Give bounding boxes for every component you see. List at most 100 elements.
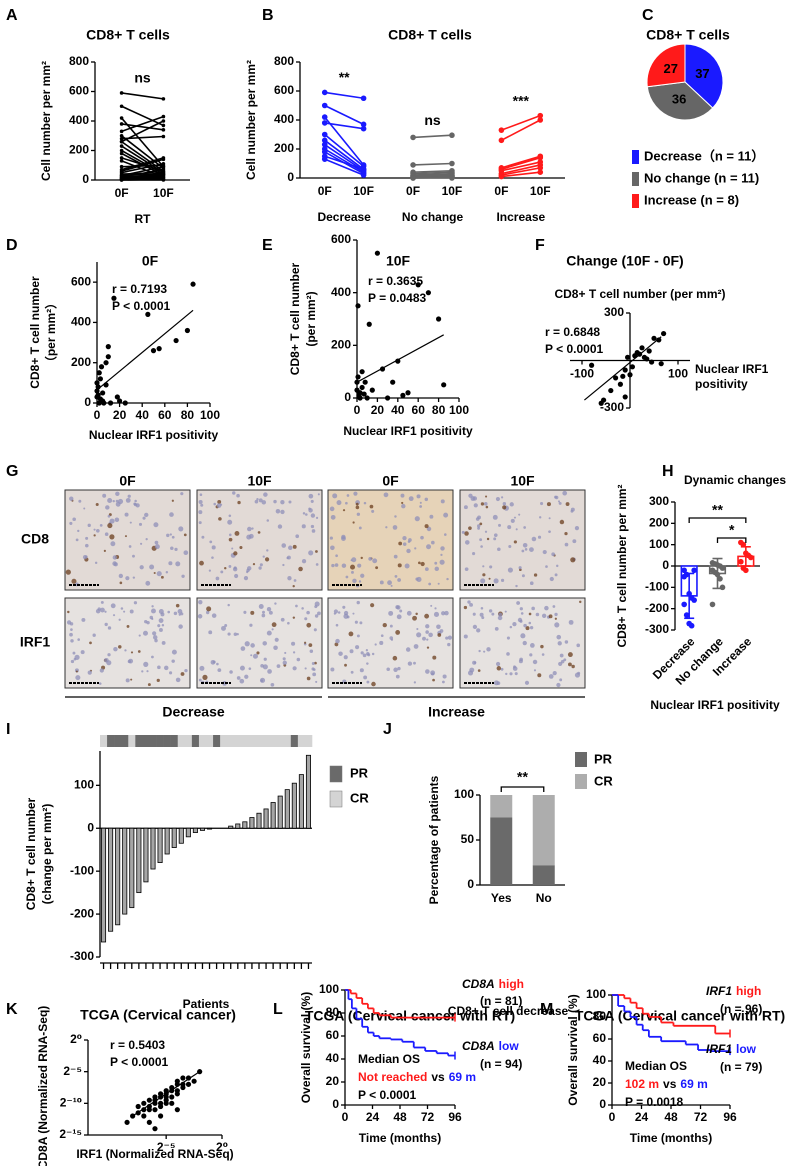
- cell-nucleus: [392, 525, 398, 530]
- cell-nucleus: [558, 661, 563, 666]
- cell-nucleus: [382, 622, 387, 628]
- x-tick-label: 10F: [442, 184, 463, 198]
- cell-nucleus: [302, 512, 306, 515]
- y-tick-label: 0: [467, 877, 474, 891]
- cell-nucleus: [280, 617, 285, 622]
- group-name: high: [499, 977, 524, 991]
- cell-nucleus: [564, 532, 568, 536]
- r-value: r = 0.3635: [368, 274, 423, 288]
- cell-nucleus: [528, 621, 532, 625]
- cell-nucleus: [199, 665, 205, 671]
- point: [119, 136, 124, 141]
- chart-title: TCGA (Cervical cancer): [80, 1007, 236, 1023]
- cell-nucleus: [357, 563, 362, 568]
- cell-nucleus: [394, 515, 397, 518]
- response-cell: [163, 735, 171, 747]
- cell-nucleus: [479, 538, 483, 542]
- pair-line: [121, 157, 164, 171]
- point: [498, 173, 505, 180]
- cell-nucleus: [206, 606, 212, 612]
- cell-nucleus: [531, 536, 537, 542]
- y-tick-label: 400: [71, 315, 91, 329]
- cell-nucleus: [416, 494, 421, 499]
- cell-nucleus: [271, 628, 274, 631]
- cell-nucleus: [480, 578, 486, 584]
- cell-nucleus: [329, 536, 333, 540]
- cell-nucleus: [544, 605, 549, 611]
- cell-nucleus: [495, 496, 501, 502]
- point: [361, 391, 367, 397]
- cell-nucleus: [119, 581, 123, 585]
- point: [691, 597, 697, 603]
- cell-nucleus: [266, 549, 269, 552]
- point: [681, 573, 687, 580]
- cell-nucleus: [552, 670, 557, 676]
- cell-nucleus: [69, 496, 74, 501]
- median-vs: vs: [431, 1070, 445, 1084]
- group-count: (n = 96): [720, 1002, 762, 1016]
- cell-nucleus: [359, 668, 364, 673]
- cell-nucleus: [486, 647, 491, 652]
- point: [644, 356, 650, 362]
- cell-nucleus: [358, 580, 362, 583]
- cell-nucleus: [71, 578, 77, 584]
- y-axis-label: CD8+ T cell number per mm²: [615, 484, 629, 647]
- bar: [270, 802, 276, 829]
- cell-nucleus: [258, 566, 262, 570]
- cell-nucleus: [425, 630, 429, 634]
- cell-nucleus: [367, 653, 371, 657]
- pair-line: [413, 171, 452, 175]
- cell-nucleus: [236, 493, 240, 498]
- cell-nucleus: [309, 649, 314, 653]
- cell-nucleus: [567, 652, 573, 658]
- cell-nucleus: [311, 529, 316, 533]
- cell-nucleus: [171, 535, 175, 539]
- y-tick-label: 600: [331, 232, 351, 246]
- cell-nucleus: [420, 535, 424, 540]
- cell-nucleus: [540, 644, 544, 649]
- cell-nucleus: [446, 577, 449, 581]
- response-cell: [121, 735, 129, 747]
- x-tick-label: 20: [113, 408, 127, 422]
- cell-nucleus: [574, 525, 580, 531]
- cell-nucleus: [273, 645, 278, 651]
- cell-nucleus: [104, 532, 109, 536]
- point: [119, 151, 124, 156]
- bar: [136, 827, 142, 894]
- cell-nucleus: [292, 666, 297, 671]
- cell-nucleus: [78, 499, 82, 503]
- chart-title: CD8+ T cells: [86, 27, 170, 43]
- cell-nucleus: [293, 579, 297, 582]
- point: [119, 159, 124, 163]
- pair-line: [121, 158, 164, 172]
- cell-nucleus: [352, 521, 355, 524]
- group-label: Decrease: [162, 704, 224, 720]
- cell-nucleus: [262, 555, 265, 558]
- x-axis-label: Nuclear IRF1 positivity: [343, 424, 473, 438]
- cell-nucleus: [151, 617, 154, 621]
- y-tick-label: 20: [326, 1074, 340, 1088]
- cell-nucleus: [554, 622, 560, 628]
- cell-nucleus: [128, 545, 132, 548]
- point: [184, 327, 190, 334]
- median-low: 69 m: [680, 1077, 707, 1091]
- point: [714, 571, 721, 578]
- x-tick-label: 0F: [406, 184, 420, 198]
- cell-nucleus: [514, 672, 518, 676]
- median-vs: vs: [663, 1077, 677, 1091]
- cell-nucleus: [201, 535, 205, 539]
- cell-nucleus: [439, 559, 445, 565]
- pair-line: [121, 173, 164, 180]
- cell-nucleus: [330, 514, 336, 520]
- cell-nucleus: [306, 622, 312, 628]
- legend-label: No change (n = 11): [644, 170, 759, 185]
- cell-nucleus: [277, 524, 283, 529]
- point: [105, 344, 111, 350]
- point: [103, 360, 109, 366]
- point: [441, 382, 447, 388]
- point: [385, 395, 391, 401]
- cell-nucleus: [145, 538, 148, 541]
- y-tick-label: 2⁰: [70, 1032, 82, 1046]
- x-axis-label: Patients: [183, 997, 230, 1011]
- cell-nucleus: [308, 550, 314, 556]
